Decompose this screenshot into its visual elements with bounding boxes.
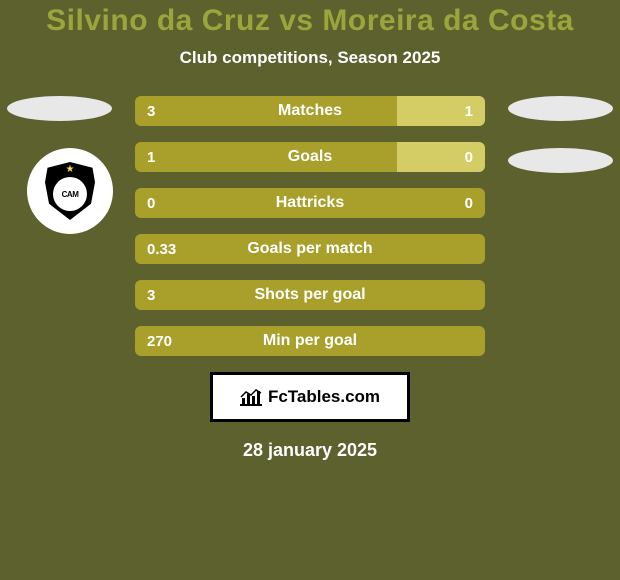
infographic-container: Silvino da Cruz vs Moreira da Costa Club… bbox=[0, 0, 620, 461]
stat-row: 3Shots per goal bbox=[0, 280, 620, 310]
bar-pair: 270Min per goal bbox=[135, 326, 485, 356]
bar-left-value: 0 bbox=[147, 195, 155, 212]
bar-right: 0 bbox=[397, 142, 485, 172]
chart-icon bbox=[240, 387, 262, 407]
bar-pair: 3Shots per goal bbox=[135, 280, 485, 310]
bar-right-value: 0 bbox=[465, 149, 473, 166]
stat-row: 0.33Goals per match bbox=[0, 234, 620, 264]
bar-pair: 00Hattricks bbox=[135, 188, 485, 218]
branding-box: FcTables.com bbox=[210, 372, 410, 422]
bar-left-value: 3 bbox=[147, 287, 155, 304]
bar-left: 270 bbox=[135, 326, 485, 356]
stats-area: ★ CAM 31Matches10Goals00Hattricks0.33Goa… bbox=[0, 96, 620, 356]
bar-left-value: 0.33 bbox=[147, 241, 176, 258]
footer-date: 28 january 2025 bbox=[0, 440, 620, 461]
star-icon: ★ bbox=[66, 165, 75, 175]
bar-left: 0.33 bbox=[135, 234, 485, 264]
bar-left: 1 bbox=[135, 142, 397, 172]
club-badge-left: ★ CAM bbox=[27, 148, 113, 234]
bar-left: 3 bbox=[135, 96, 397, 126]
stat-row: 270Min per goal bbox=[0, 326, 620, 356]
bar-pair: 10Goals bbox=[135, 142, 485, 172]
page-title: Silvino da Cruz vs Moreira da Costa bbox=[0, 4, 620, 38]
bar-right-value: 0 bbox=[465, 195, 473, 212]
bar-left-value: 270 bbox=[147, 333, 172, 350]
bar-left-value: 1 bbox=[147, 149, 155, 166]
club-shield-text: CAM bbox=[53, 177, 87, 211]
bar-pair: 31Matches bbox=[135, 96, 485, 126]
bar-pair: 0.33Goals per match bbox=[135, 234, 485, 264]
player-right-ellipse-2 bbox=[508, 148, 613, 173]
subtitle: Club competitions, Season 2025 bbox=[0, 48, 620, 68]
bar-right: 0 bbox=[310, 188, 485, 218]
bar-left: 0 bbox=[135, 188, 310, 218]
bar-left-value: 3 bbox=[147, 103, 155, 120]
bar-right: 1 bbox=[397, 96, 485, 126]
club-shield-icon: ★ CAM bbox=[45, 162, 95, 220]
player-right-ellipse bbox=[508, 96, 613, 121]
player-left-ellipse bbox=[7, 96, 112, 121]
bar-left: 3 bbox=[135, 280, 485, 310]
branding-text: FcTables.com bbox=[268, 387, 380, 407]
bar-right-value: 1 bbox=[465, 103, 473, 120]
